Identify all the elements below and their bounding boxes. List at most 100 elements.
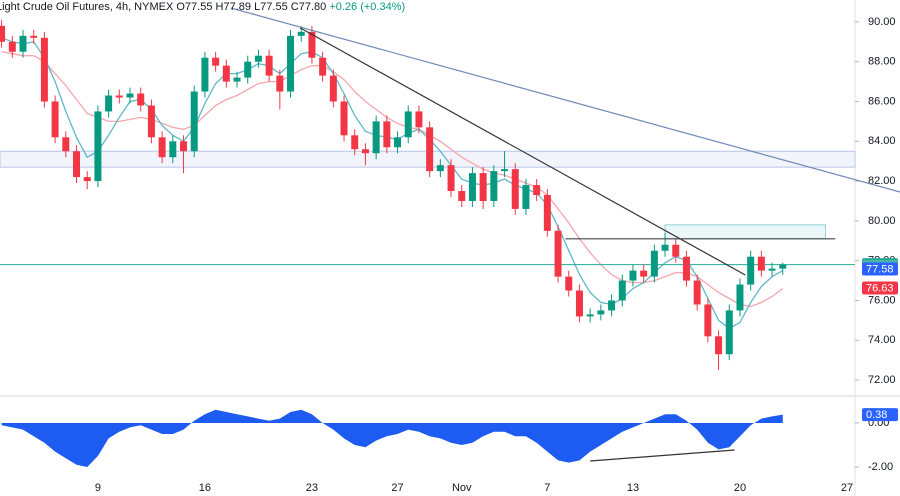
y-tick-label: -2.00	[868, 461, 893, 473]
trendline	[590, 449, 735, 462]
x-tick-label: 13	[627, 482, 639, 494]
y-tick-label: 88.00	[868, 56, 896, 68]
y-tick-label: 90.00	[868, 16, 896, 28]
price-tag	[862, 281, 898, 295]
price-tag-label: 0.38	[866, 409, 887, 421]
candle-body	[522, 185, 530, 209]
candle-body	[533, 185, 541, 196]
candle-body	[447, 165, 455, 192]
candle-body	[158, 137, 166, 158]
candle-body	[779, 264, 787, 269]
x-tick-label: Nov	[452, 482, 472, 494]
candle-body	[468, 173, 476, 201]
candle-body	[436, 165, 444, 172]
candle-body	[693, 280, 701, 305]
candle-body	[40, 37, 48, 102]
y-tick-label: 82.00	[868, 175, 896, 187]
ohlc-close: C77.80	[291, 1, 326, 13]
candle-body	[340, 101, 348, 136]
candle-body	[725, 310, 733, 355]
moving-average	[1, 51, 784, 308]
x-tick-label: 7	[544, 482, 550, 494]
oscillator-area	[1, 409, 783, 467]
y-tick-label: 74.00	[868, 334, 896, 346]
change: +0.26 (+0.34%)	[329, 1, 405, 13]
candle-body	[212, 57, 220, 66]
candle-body	[608, 300, 616, 311]
plot-layer: 9162327Nov713202772.0074.0076.0078.0080.…	[0, 7, 900, 494]
price-tag	[862, 262, 898, 276]
candle-body	[190, 91, 198, 152]
candle-body	[383, 121, 391, 148]
header-title: Light Crude Oil Futures, 4h, NYMEX	[0, 1, 174, 13]
y-tick-label: 84.00	[868, 135, 896, 147]
candle-body	[747, 256, 755, 285]
x-tick-label: 20	[734, 482, 746, 494]
candle-body	[458, 191, 466, 201]
candle-body	[233, 77, 241, 82]
candle-body	[575, 290, 583, 317]
candle-body	[137, 93, 145, 106]
candle-body	[287, 35, 295, 92]
ohlc-low: L77.55	[254, 1, 288, 13]
candle-body	[222, 65, 230, 82]
candle-body	[650, 250, 658, 277]
x-tick-label: 27	[841, 482, 853, 494]
candle-body	[0, 25, 6, 42]
candle-body	[682, 256, 690, 281]
candle-body	[704, 304, 712, 337]
price-tag-label: 76.63	[866, 282, 894, 294]
candle-body	[736, 284, 744, 311]
candle-body	[640, 270, 648, 277]
x-tick-label: 27	[391, 482, 403, 494]
candle-body	[19, 35, 27, 52]
y-tick-label: 76.00	[868, 294, 896, 306]
candle-body	[511, 169, 519, 209]
ohlc-high: H77.89	[216, 1, 251, 13]
y-tick-label: 72.00	[868, 374, 896, 386]
candle-body	[180, 141, 188, 152]
candle-body	[329, 75, 337, 102]
candle-body	[629, 270, 637, 281]
candle-body	[126, 93, 134, 98]
x-tick-label: 16	[199, 482, 211, 494]
candle-body	[51, 101, 59, 138]
candle-body	[565, 276, 573, 291]
trendline	[299, 27, 746, 276]
candle-body	[83, 177, 91, 182]
candle-body	[597, 310, 605, 315]
trendline	[230, 7, 900, 193]
candle-body	[308, 31, 316, 58]
candle-body	[73, 151, 81, 178]
x-tick-label: 23	[306, 482, 318, 494]
candle-body	[201, 57, 209, 92]
candle-body	[372, 121, 380, 154]
price-tag	[862, 408, 898, 422]
ohlc-open: O77.55	[176, 1, 212, 13]
candle-body	[501, 169, 509, 172]
candle-body	[415, 111, 423, 128]
candle-body	[351, 135, 359, 150]
candle-body	[404, 111, 412, 138]
candle-body	[661, 244, 669, 251]
y-tick-label: 86.00	[868, 95, 896, 107]
candle-body	[361, 149, 369, 154]
candle-body	[62, 137, 70, 152]
x-tick-label: 9	[95, 482, 101, 494]
candle-body	[8, 41, 16, 52]
candle-body	[490, 171, 498, 201]
candle-body	[426, 127, 434, 172]
price-tag-label: 77.58	[866, 263, 894, 275]
candle-body	[394, 137, 402, 148]
candle-body	[147, 105, 155, 138]
candle-body	[768, 268, 776, 271]
y-tick-label: 80.00	[868, 215, 896, 227]
candle-body	[618, 280, 626, 301]
candle-body	[276, 75, 284, 92]
header: Light Crude Oil Futures, 4h, NYMEX O77.5…	[0, 1, 405, 13]
candle-body	[543, 195, 551, 231]
candle-body	[715, 336, 723, 355]
